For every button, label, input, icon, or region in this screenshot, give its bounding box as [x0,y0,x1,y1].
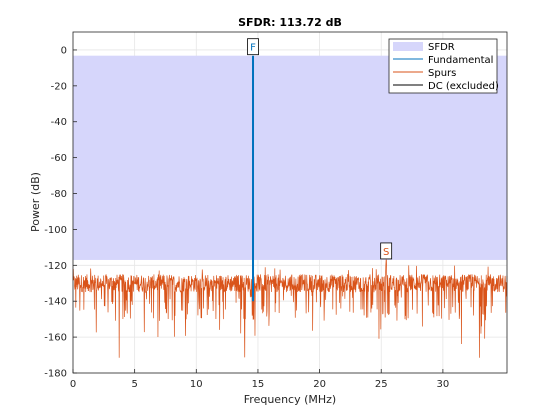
x-tick-label: 30 [437,379,450,390]
y-tick-label: -60 [51,153,67,164]
y-tick-label: -160 [44,333,67,344]
legend-label-dc: DC (excluded) [428,81,499,92]
legend: SFDR Fundamental Spurs DC (excluded) [388,38,499,94]
y-tick-label: -80 [51,189,67,200]
legend-item-sfdr: SFDR [393,42,455,53]
legend-item-dc: DC (excluded) [393,81,499,92]
y-axis-label: Power (dB) [29,172,42,232]
legend-label-fundamental: Fundamental [428,55,493,66]
x-tick-label: 5 [131,379,137,390]
legend-item-spurs: Spurs [393,68,456,79]
y-tick-label: 0 [61,45,67,56]
spurs-line [72,259,508,358]
x-tick-label: 25 [375,379,388,390]
spur-marker: S [380,242,393,260]
x-axis-label: Frequency (MHz) [244,393,336,406]
y-tick-label: -20 [51,81,67,92]
fundamental-marker: F [247,38,259,56]
spur-marker-box [380,242,393,260]
fundamental-marker-box [247,38,259,56]
x-tick-label: 10 [190,379,203,390]
y-tick-label: -40 [51,117,67,128]
x-axis-ticks: 0 5 10 15 20 25 30 [70,369,449,390]
x-tick-label: 0 [70,379,76,390]
legend-item-fundamental: Fundamental [393,55,493,66]
axes-frame [72,31,508,374]
legend-label-sfdr: SFDR [428,42,455,53]
y-axis-ticks: 0 -20 -40 -60 -80 -100 -120 -140 -160 -180 [44,45,77,380]
y-tick-label: -120 [44,261,67,272]
x-tick-label: 20 [313,379,326,390]
spur-marker-label: S [383,247,389,258]
y-tick-label: -140 [44,297,67,308]
legend-swatch-sfdr [393,42,423,51]
x-tick-label: 15 [252,379,265,390]
y-tick-label: -180 [44,369,67,380]
chart-title: SFDR: 113.72 dB [238,16,342,29]
y-tick-label: -100 [44,225,67,236]
fundamental-marker-label: F [250,43,256,54]
legend-label-spurs: Spurs [428,68,456,79]
